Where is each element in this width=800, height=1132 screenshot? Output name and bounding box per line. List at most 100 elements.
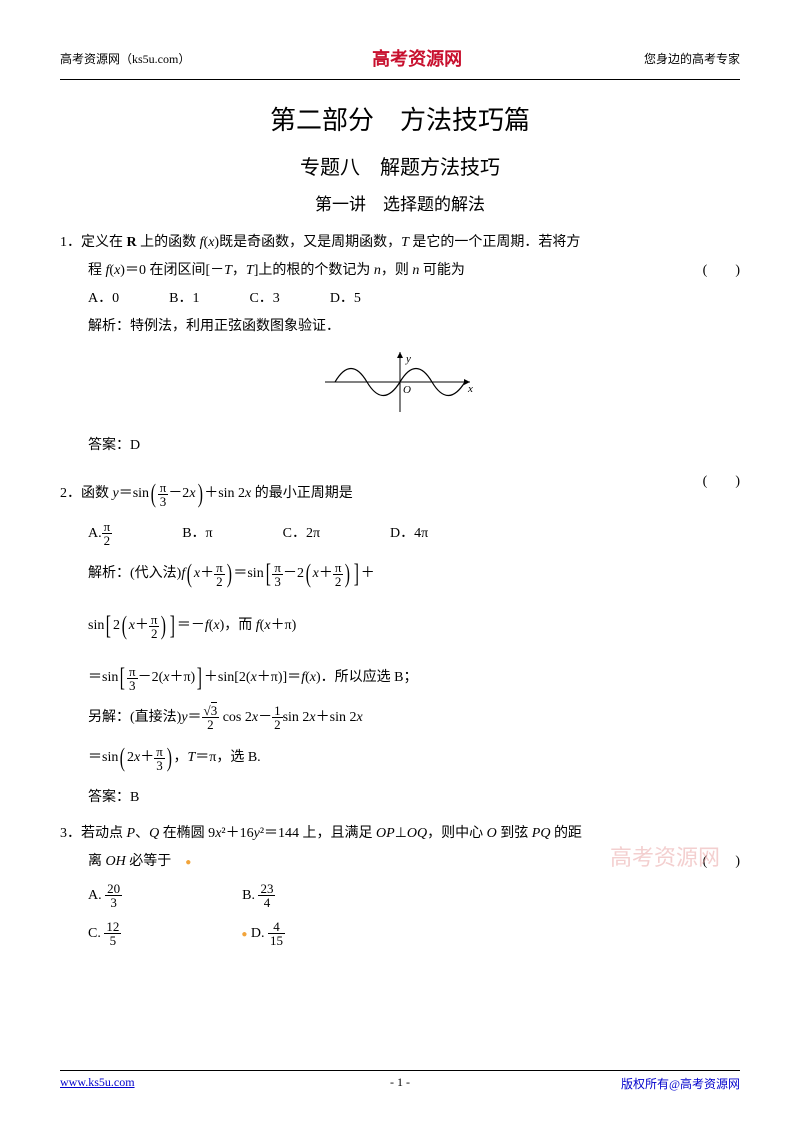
q1-answer: 答案：D: [60, 432, 740, 460]
q1-line1: 1．定义在 R 上的函数 f(x)既是奇函数，又是周期函数，T 是它的一个正周期…: [60, 229, 740, 257]
q2-paren: ( ): [703, 468, 740, 496]
footer-page: - 1 -: [390, 1075, 410, 1090]
f-pi: π: [158, 481, 169, 495]
q2-optC: C．2π: [283, 520, 320, 548]
q3-t4: ²＋16: [221, 826, 253, 841]
q3-l2b: 必等于: [126, 854, 172, 869]
header-right: 您身边的高考专家: [644, 50, 740, 67]
fAn: 20: [105, 882, 122, 896]
q2-l3a: ＝sin: [88, 750, 118, 765]
q3-t1: 若动点: [81, 826, 127, 841]
question-1: 1．定义在 R 上的函数 f(x)既是奇函数，又是周期函数，T 是它的一个正周期…: [60, 229, 740, 460]
q1-optD: D．5: [330, 285, 361, 313]
title-sub: 专题八 解题方法技巧: [60, 151, 740, 180]
q1-num: 1．: [60, 235, 81, 250]
q2-t3: 的最小正周期是: [251, 486, 353, 501]
q2-eq: ＝sin: [119, 486, 149, 501]
q1-l2c: ，: [232, 263, 246, 278]
fAd: 3: [105, 896, 122, 909]
q2-le: ＝sin: [88, 670, 118, 685]
q3-P: P: [127, 826, 136, 841]
fe8n: π: [154, 745, 165, 759]
fe1d: 2: [214, 575, 225, 588]
fA-d: 2: [102, 534, 113, 547]
q1-T2: T: [224, 263, 232, 278]
q2-e2a: 另解：(直接法): [88, 710, 181, 725]
fe3d: 2: [333, 575, 344, 588]
q2-e2d: －: [258, 710, 272, 725]
q3-num: 3．: [60, 826, 81, 841]
q3-PQ: PQ: [532, 826, 551, 841]
q2-e2c: cos 2: [219, 710, 252, 725]
q1-n: n: [374, 263, 381, 278]
q2-e2e: sin 2: [283, 710, 310, 725]
q3-optC: C. 125: [88, 920, 121, 948]
q1-t5: 是它的一个正周期．若将方: [409, 235, 581, 250]
q2-e2f: ＋sin 2: [316, 710, 357, 725]
orange-dot-1: ●: [185, 857, 191, 868]
q2-lc: ＝－: [177, 618, 205, 633]
q3-OQ: OQ: [407, 826, 427, 841]
q3-t3: 在椭圆 9: [159, 826, 215, 841]
q3-OH: OH: [106, 854, 126, 869]
q2-optD: D．4π: [390, 520, 428, 548]
q2-answer: 答案：B: [60, 784, 740, 812]
q1-explain: 解析：特例法，利用正弦函数图象验证．: [60, 313, 740, 341]
header: 高考资源网（ks5u.com） 高考资源网 您身边的高考专家: [60, 45, 740, 71]
q2-explain-line2: sin[2(x＋π2)]＝－f(x)，而 f(x＋π): [60, 600, 740, 652]
q3-perp: ⊥: [395, 826, 407, 841]
footer-row: www.ks5u.com - 1 - 版权所有@高考资源网: [60, 1075, 740, 1092]
q2-optA: A.π2: [88, 520, 112, 548]
fDd: 15: [268, 934, 285, 947]
q2-explain-line1: 解析：(代入法)f(x＋π2)＝sin[π3－2(x＋π2)]＋: [60, 548, 740, 600]
fBn: 23: [258, 882, 275, 896]
footer-divider: [60, 1070, 740, 1071]
q1-x2: x: [114, 263, 120, 278]
footer-link[interactable]: www.ks5u.com: [60, 1075, 135, 1092]
q1-t2: 上的函数: [137, 235, 200, 250]
footer: www.ks5u.com - 1 - 版权所有@高考资源网: [60, 1070, 740, 1092]
q1-line2: 程 f(x)＝0 在闭区间[－T，T]上的根的个数记为 n，则 n 可能为 ( …: [60, 257, 740, 285]
fe5n: π: [127, 665, 138, 679]
svg-text:x: x: [467, 383, 473, 395]
fe4d: 2: [149, 627, 160, 640]
q2-lh: ．所以应选 B；: [321, 670, 418, 685]
q2-la: ＝sin: [233, 566, 263, 581]
sqrt3: 3: [211, 702, 218, 718]
header-logo: 高考资源网: [372, 45, 462, 71]
fBd: 4: [258, 896, 275, 909]
fe3n: π: [333, 561, 344, 575]
q3-optD: ● D. 415: [241, 920, 285, 948]
q1-optC: C．3: [249, 285, 279, 313]
q1-T3: T: [246, 263, 254, 278]
q1-l2b: ＝0 在闭区间[－: [125, 263, 224, 278]
fe4n: π: [149, 613, 160, 627]
fe1n: π: [214, 561, 225, 575]
q3-options-row2: C. 125 ● D. 415: [60, 920, 740, 948]
q1-optB: B．1: [169, 285, 199, 313]
watermark: 高考资源网: [610, 840, 720, 872]
q1-l2a: 程: [88, 263, 106, 278]
q2-explain-line3: ＝sin[π3－2(x＋π)]＋sin[2(x＋π)]＝f(x)．所以应选 B；: [60, 652, 740, 704]
q1-t4: )既是奇函数，又是周期函数，: [214, 235, 401, 250]
footer-copyright: 版权所有@高考资源网: [621, 1075, 740, 1092]
q1-f2: f: [106, 263, 110, 278]
fe5d: 3: [127, 679, 138, 692]
fe8d: 3: [154, 759, 165, 772]
fe2n: π: [272, 561, 283, 575]
q2-options: A.π2 B．π C．2π D．4π: [60, 520, 740, 548]
q2-t1: 函数: [81, 486, 113, 501]
q1-R: R: [127, 235, 137, 250]
fDn: 4: [268, 920, 285, 934]
q1-paren: ( ): [703, 257, 740, 285]
q1-graph: y x O: [60, 347, 740, 428]
q3-t7: 到弦: [497, 826, 532, 841]
q3-O: O: [487, 826, 497, 841]
sine-graph-svg: y x O: [320, 347, 480, 417]
q3-t2: 、: [135, 826, 149, 841]
q1-options: A．0 B．1 C．3 D．5: [60, 285, 740, 313]
q2-explain2-line1: 另解：(直接法)y＝√32 cos 2x－12sin 2x＋sin 2x: [60, 704, 740, 732]
q3-optA: A. 203: [88, 882, 122, 910]
q2-lg: ＋π)]＝: [257, 670, 301, 685]
q2-optB: B．π: [182, 520, 212, 548]
